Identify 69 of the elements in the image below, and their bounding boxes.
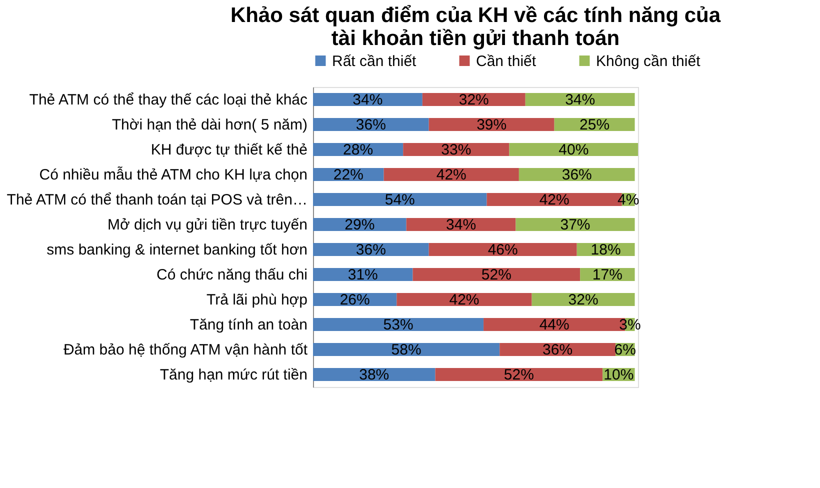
legend-label: Cần thiết — [476, 52, 537, 70]
data-label: 36% — [542, 342, 573, 358]
bar — [313, 193, 487, 206]
y-tick-label: KH được tự thiết kế thẻ — [150, 142, 308, 158]
bar — [313, 368, 436, 381]
data-label: 38% — [359, 366, 390, 384]
data-label: 3% — [619, 316, 641, 334]
data-label: 34% — [446, 216, 476, 234]
bar — [525, 93, 635, 106]
y-tick-label: Đảm bảo hệ thống ATM vận hành tốt — [63, 342, 308, 358]
bar — [384, 168, 519, 181]
y-tick-label: Thời hạn thẻ dài hơn( 5 năm) — [112, 116, 308, 134]
data-label: 42% — [449, 292, 480, 308]
data-label: 18% — [590, 242, 621, 258]
data-label: 42% — [436, 166, 466, 184]
y-tick-label: Mở dịch vụ gửi tiền trực tuyến — [108, 216, 308, 234]
y-tick-label: Thẻ ATM có thể thay thế các loại thẻ khác — [29, 92, 308, 108]
data-label: 29% — [344, 216, 375, 234]
chart-title: Khảo sát quan điểm của KH về các tính năng của tài khoản tiền gửi thanh toán — [230, 4, 721, 50]
data-label: 36% — [562, 166, 592, 184]
legend-label: Rất cần thiết — [332, 52, 418, 70]
bar — [435, 368, 603, 381]
data-label: 31% — [348, 266, 378, 284]
bar — [428, 243, 577, 256]
y-tick-label: sms banking & internet banking tốt hơn — [46, 242, 308, 258]
data-label: 46% — [488, 242, 518, 258]
y-tick-label: Có chức năng thấu chi — [156, 266, 308, 284]
data-label: 17% — [592, 266, 622, 284]
data-label: 36% — [356, 242, 386, 258]
data-label: 10% — [604, 366, 634, 384]
bar — [313, 243, 429, 256]
bar — [313, 118, 429, 131]
data-label: 58% — [391, 342, 422, 358]
data-label: 28% — [343, 142, 374, 158]
data-label: 37% — [560, 216, 590, 234]
bar — [313, 343, 500, 356]
data-label: 32% — [458, 92, 489, 108]
data-label: 26% — [340, 292, 370, 308]
data-label: 52% — [504, 366, 534, 384]
data-label: 52% — [481, 266, 512, 284]
data-label: 22% — [333, 166, 364, 184]
bar — [313, 268, 413, 281]
data-label: 42% — [539, 192, 570, 208]
legend-label: Không cần thiết — [596, 52, 702, 70]
y-tick-label: Tăng hạn mức rút tiền — [160, 366, 308, 384]
data-label: 54% — [384, 192, 415, 208]
data-label: 32% — [568, 292, 598, 308]
bar — [509, 143, 638, 156]
data-label: 53% — [383, 316, 414, 334]
data-label: 39% — [476, 116, 507, 134]
data-label: 40% — [558, 142, 589, 158]
data-label: 34% — [352, 92, 383, 108]
bar — [516, 218, 635, 231]
data-label: 44% — [539, 316, 570, 334]
y-tick-label: Thẻ ATM có thể thanh toán tại POS và trên… — [6, 192, 308, 208]
bar — [396, 293, 532, 306]
bar — [428, 118, 554, 131]
data-label: 34% — [565, 92, 596, 108]
y-tick-label: Có nhiều mẫu thẻ ATM cho KH lựa chọn — [39, 166, 308, 184]
bar — [412, 268, 580, 281]
y-tick-label: Tăng tính an toàn — [190, 316, 308, 334]
data-label: 36% — [356, 116, 386, 134]
bar — [518, 168, 635, 181]
bar — [313, 93, 422, 106]
data-label: 33% — [441, 142, 472, 158]
y-tick-label: Trả lãi phù hợp — [206, 292, 308, 308]
bar — [313, 318, 484, 331]
bar — [500, 343, 616, 356]
data-label: 25% — [580, 116, 610, 134]
